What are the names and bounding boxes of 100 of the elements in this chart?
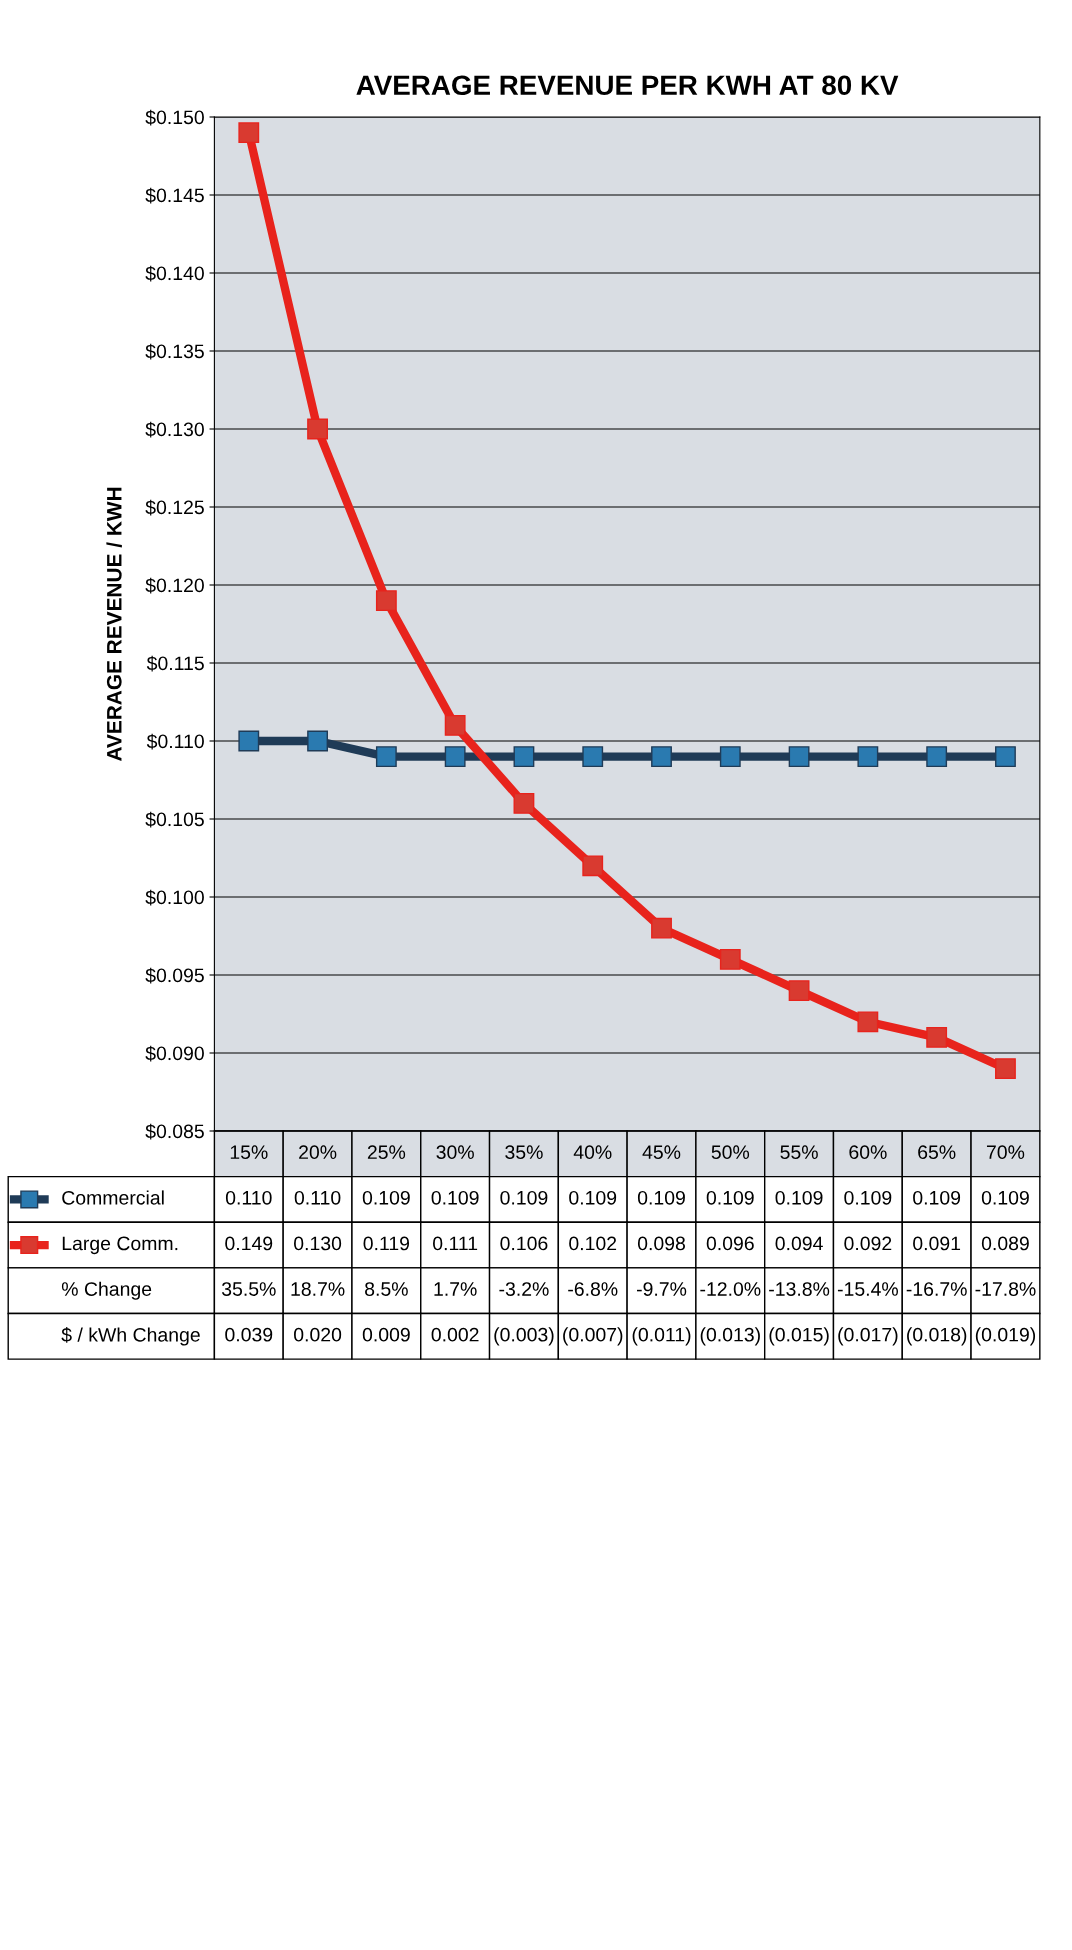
point bbox=[857, 746, 879, 768]
data-label: 0.102 bbox=[569, 1236, 617, 1251]
data-label: 0.089 bbox=[981, 1236, 1029, 1251]
x-tick-label: 15% bbox=[230, 1145, 268, 1160]
y-tick-label: $0.090 bbox=[145, 1045, 204, 1062]
x-tick-label: 25% bbox=[367, 1145, 406, 1160]
y-tick-label: $0.095 bbox=[145, 967, 204, 984]
text: -13.8% bbox=[769, 1282, 830, 1296]
text: 0.009 bbox=[362, 1327, 410, 1342]
point bbox=[307, 418, 328, 440]
text: % Change bbox=[61, 1281, 152, 1300]
data-label: 0.109 bbox=[844, 1190, 892, 1205]
point bbox=[719, 948, 741, 970]
chart-title: AVERAGE REVENUE PER KWH AT 80 KV bbox=[356, 75, 899, 96]
point bbox=[582, 855, 604, 877]
point bbox=[651, 746, 672, 768]
data-label: 0.109 bbox=[637, 1190, 685, 1205]
data-label: 0.110 bbox=[294, 1190, 341, 1205]
data-label: 0.094 bbox=[775, 1236, 823, 1251]
data-label: 0.149 bbox=[225, 1236, 273, 1251]
data-label: 0.109 bbox=[362, 1190, 410, 1205]
text: (0.011) bbox=[632, 1327, 691, 1346]
text: 18.7% bbox=[291, 1282, 345, 1296]
text: (0.015) bbox=[769, 1327, 829, 1346]
legend-label: Large Comm. bbox=[62, 1236, 178, 1255]
x-tick-label: 55% bbox=[780, 1145, 818, 1160]
data-label: 0.109 bbox=[569, 1190, 617, 1205]
x-tick-label: 60% bbox=[849, 1145, 887, 1160]
y-tick-label: $0.135 bbox=[145, 343, 204, 360]
text: (0.018) bbox=[907, 1327, 967, 1346]
legend-label: Commercial bbox=[62, 1190, 164, 1205]
y-tick-label: $0.145 bbox=[145, 187, 204, 204]
data-label: 0.092 bbox=[844, 1236, 892, 1251]
data-label: 0.091 bbox=[913, 1236, 961, 1251]
point bbox=[307, 730, 328, 752]
point bbox=[788, 746, 810, 768]
text: 0.002 bbox=[431, 1327, 479, 1342]
y-tick-label: $0.085 bbox=[145, 1123, 204, 1140]
y-tick-label: $0.150 bbox=[145, 109, 204, 126]
y-tick-label: $0.130 bbox=[145, 421, 204, 438]
point bbox=[582, 746, 604, 768]
x-tick-label: 35% bbox=[505, 1145, 543, 1160]
data-label: 0.109 bbox=[913, 1190, 961, 1205]
text: (0.013) bbox=[700, 1327, 760, 1346]
text: 1.7% bbox=[434, 1282, 477, 1296]
text: $ / kWh Change bbox=[61, 1327, 200, 1346]
y-tick-label: $0.105 bbox=[145, 811, 204, 828]
data-label: 0.096 bbox=[706, 1236, 754, 1251]
text: -3.2% bbox=[499, 1282, 549, 1296]
text: 8.5% bbox=[365, 1282, 408, 1296]
text: 0.039 bbox=[225, 1327, 273, 1342]
text: (0.019) bbox=[975, 1327, 1036, 1346]
x-tick-label: 70% bbox=[986, 1145, 1025, 1160]
data-label: 0.109 bbox=[431, 1190, 479, 1205]
point bbox=[651, 917, 672, 939]
x-tick-label: 50% bbox=[711, 1145, 750, 1160]
data-label: 0.109 bbox=[981, 1190, 1029, 1205]
data-label: 0.119 bbox=[363, 1236, 410, 1251]
data-label: 0.109 bbox=[775, 1190, 823, 1205]
x-tick-label: 65% bbox=[918, 1145, 956, 1160]
point bbox=[238, 730, 260, 752]
point bbox=[926, 1026, 948, 1048]
y-tick-label: $0.110 bbox=[146, 733, 204, 750]
text: 0.020 bbox=[294, 1327, 342, 1342]
text: 35.5% bbox=[221, 1282, 276, 1296]
x-tick-label: 40% bbox=[573, 1145, 612, 1160]
point bbox=[513, 792, 535, 814]
data-label: 0.110 bbox=[225, 1190, 272, 1205]
y-tick-label: $0.125 bbox=[145, 499, 204, 516]
point bbox=[375, 746, 397, 768]
point bbox=[995, 746, 1016, 768]
text: -16.7% bbox=[906, 1282, 967, 1296]
text: -9.7% bbox=[636, 1282, 687, 1296]
y-axis-title: AVERAGE REVENUE / KWH bbox=[106, 487, 122, 762]
point bbox=[238, 122, 260, 144]
x-tick-label: 30% bbox=[436, 1145, 474, 1160]
data-label: 0.109 bbox=[500, 1190, 548, 1205]
y-tick-label: $0.115 bbox=[146, 655, 204, 672]
text: -17.8% bbox=[975, 1282, 1036, 1296]
y-tick-label: $0.120 bbox=[145, 577, 204, 594]
text: -15.4% bbox=[837, 1282, 898, 1296]
y-tick-label: $0.100 bbox=[145, 889, 204, 906]
data-label: 0.130 bbox=[294, 1236, 342, 1251]
x-tick-label: 45% bbox=[642, 1145, 681, 1160]
text: -6.8% bbox=[568, 1282, 618, 1296]
point bbox=[444, 746, 466, 768]
data-label: 0.106 bbox=[500, 1236, 548, 1251]
x-tick-label: 20% bbox=[299, 1145, 337, 1160]
point bbox=[719, 746, 741, 768]
point bbox=[375, 590, 397, 612]
point bbox=[857, 1011, 879, 1033]
point bbox=[788, 980, 810, 1002]
text: -12.0% bbox=[700, 1282, 761, 1296]
text: (0.007) bbox=[563, 1327, 623, 1346]
text: (0.003) bbox=[494, 1327, 554, 1346]
point bbox=[444, 714, 466, 736]
point bbox=[513, 746, 535, 768]
data-label: 0.111 bbox=[433, 1236, 478, 1251]
point bbox=[926, 746, 948, 768]
point bbox=[995, 1058, 1016, 1080]
